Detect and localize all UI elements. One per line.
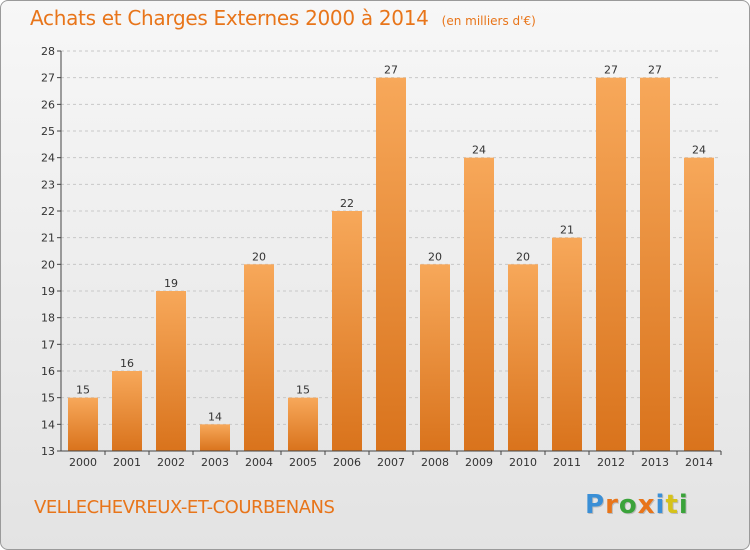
bar [244, 264, 274, 451]
y-tick-label: 17 [41, 338, 55, 351]
y-tick-label: 23 [41, 178, 55, 191]
bar [112, 371, 142, 451]
bar [508, 264, 538, 451]
chart-title: Achats et Charges Externes 2000 à 2014 [30, 6, 429, 30]
x-tick-label: 2002 [157, 456, 185, 469]
data-label: 27 [604, 64, 618, 77]
data-label: 20 [516, 250, 530, 263]
bar [332, 211, 362, 451]
y-tick-label: 26 [41, 98, 55, 111]
title-row: Achats et Charges Externes 2000 à 2014 (… [30, 6, 536, 30]
data-label: 27 [384, 64, 398, 77]
x-tick-label: 2000 [69, 456, 97, 469]
data-label: 22 [340, 197, 354, 210]
data-label: 20 [428, 250, 442, 263]
y-tick-label: 24 [41, 152, 55, 165]
x-tick-label: 2009 [465, 456, 493, 469]
logo-letter: i [655, 490, 666, 520]
data-label: 16 [120, 357, 134, 370]
x-tick-label: 2008 [421, 456, 449, 469]
logo-letter: x [637, 490, 656, 520]
bar [200, 424, 230, 451]
data-label: 24 [692, 144, 706, 157]
y-tick-label: 18 [41, 312, 55, 325]
data-label: 15 [76, 384, 90, 397]
y-tick-label: 25 [41, 125, 55, 138]
y-tick-label: 13 [41, 445, 55, 458]
x-tick-label: 2011 [553, 456, 581, 469]
bar [156, 291, 186, 451]
bar [376, 77, 406, 452]
bar [288, 397, 318, 451]
bar [684, 157, 714, 451]
x-tick-label: 2003 [201, 456, 229, 469]
y-axis: 13 14 15 16 17 18 19 20 21 22 23 24 25 26 27 28 [41, 45, 62, 458]
data-label: 27 [648, 64, 662, 77]
bar [464, 157, 494, 451]
bar [596, 77, 626, 452]
bar [640, 77, 670, 452]
x-tick-label: 2012 [597, 456, 625, 469]
logo-letter: r [605, 490, 619, 520]
data-label: 19 [164, 277, 178, 290]
data-label: 24 [472, 144, 486, 157]
data-label: 15 [296, 384, 310, 397]
logo-letter: o [618, 490, 638, 520]
proxiti-logo[interactable]: Proxiti [585, 490, 689, 520]
y-tick-label: 20 [41, 258, 55, 271]
y-tick-label: 14 [41, 418, 55, 431]
x-tick-label: 2001 [113, 456, 141, 469]
y-tick-label: 19 [41, 285, 55, 298]
bar [420, 264, 450, 451]
commune-name: VELLECHEVREUX-ET-COURBENANS [34, 497, 335, 518]
x-tick-label: 2010 [509, 456, 537, 469]
data-label: 20 [252, 250, 266, 263]
x-tick-label: 2014 [685, 456, 713, 469]
y-tick-label: 15 [41, 392, 55, 405]
data-label: 21 [560, 224, 574, 237]
x-axis: 2000 2001 2002 2003 2004 2005 2006 2007 2008 2009… [61, 450, 722, 469]
y-tick-label: 16 [41, 365, 55, 378]
chart-subtitle: (en milliers d'€) [441, 14, 536, 28]
logo-letter: t [665, 490, 679, 520]
x-tick-label: 2004 [245, 456, 273, 469]
data-label: 14 [208, 410, 222, 423]
y-tick-label: 21 [41, 232, 55, 245]
bar [552, 237, 582, 451]
logo-letter: P [585, 490, 606, 520]
y-tick-label: 27 [41, 72, 55, 85]
bars: 15 16 19 14 20 15 22 27 20 24 20 21 27 27 24 [68, 64, 714, 452]
x-tick-label: 2007 [377, 456, 405, 469]
x-tick-label: 2013 [641, 456, 669, 469]
x-tick-label: 2006 [333, 456, 361, 469]
x-tick-label: 2005 [289, 456, 317, 469]
logo-letter: i [678, 490, 689, 520]
y-tick-label: 22 [41, 205, 55, 218]
bar [68, 397, 98, 451]
y-tick-label: 28 [41, 45, 55, 58]
